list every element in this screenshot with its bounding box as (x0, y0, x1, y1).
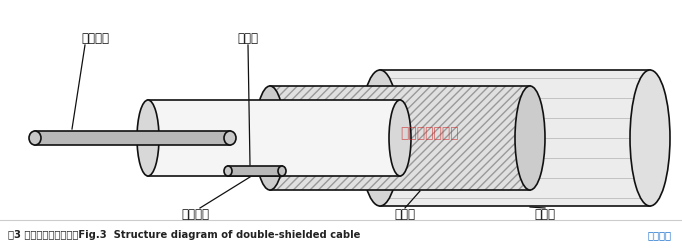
Ellipse shape (389, 100, 411, 176)
Text: 屏蔽层: 屏蔽层 (394, 208, 415, 221)
Ellipse shape (137, 100, 159, 176)
Text: 江苏华去流量计: 江苏华去流量计 (401, 126, 459, 140)
Bar (35, 131, 230, 145)
Text: 下载原图: 下载原图 (648, 230, 672, 240)
Bar (148, 100, 400, 176)
Text: 中心导体: 中心导体 (81, 32, 109, 45)
Ellipse shape (29, 131, 41, 145)
Ellipse shape (224, 131, 236, 145)
Ellipse shape (224, 166, 232, 176)
Ellipse shape (630, 70, 670, 206)
Text: 保护层: 保护层 (535, 208, 556, 221)
Bar (270, 86, 530, 190)
Bar (380, 70, 650, 206)
Text: 屏蔽线: 屏蔽线 (237, 32, 258, 45)
Bar (228, 166, 283, 176)
Ellipse shape (255, 86, 285, 190)
Bar (270, 86, 530, 190)
Ellipse shape (278, 166, 286, 176)
Ellipse shape (360, 70, 400, 206)
Text: 图3 同轴电缆结构示意图Fig.3  Structure diagram of double-shielded cable: 图3 同轴电缆结构示意图Fig.3 Structure diagram of d… (8, 230, 360, 240)
Text: 电绝缘层: 电绝缘层 (181, 208, 209, 221)
Ellipse shape (515, 86, 545, 190)
